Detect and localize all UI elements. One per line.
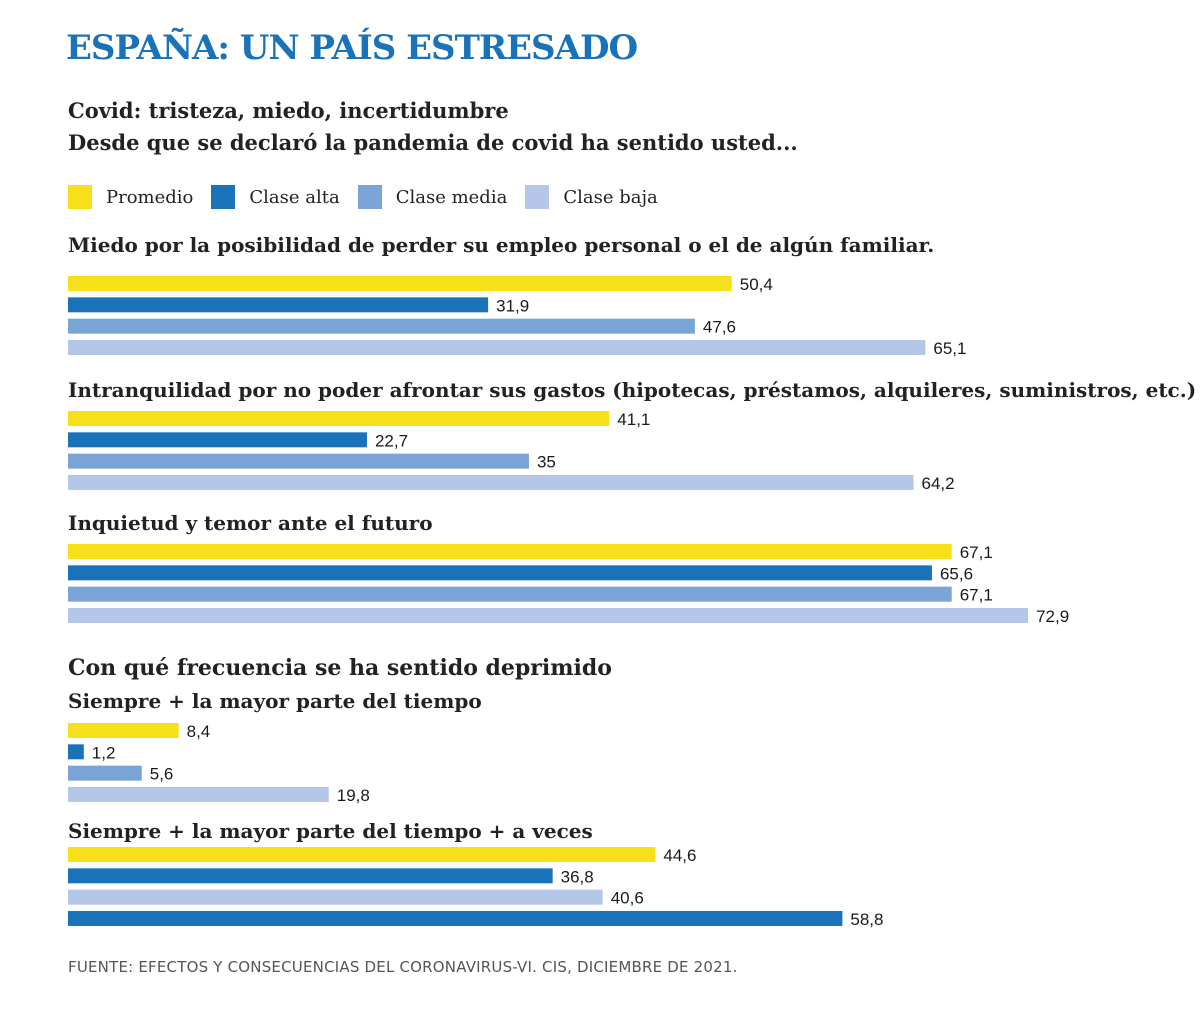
legend-swatch-promedio — [68, 185, 92, 209]
bar-4-clase-alta — [68, 744, 84, 760]
bar-1-clase-baja — [68, 339, 926, 355]
section-heading-deprimido: Con qué frecuencia se ha sentido deprimi… — [68, 655, 612, 681]
value-label-2-clase-alta: 22,7 — [375, 431, 408, 450]
legend-item-clase-media: Clase media — [357, 185, 508, 209]
value-label-4-clase-baja: 19,8 — [337, 786, 370, 805]
bar-2-clase-baja — [68, 474, 914, 490]
bar-4-clase-baja — [68, 786, 329, 802]
bar-4-clase-media — [68, 765, 142, 781]
legend-swatch-clase-alta — [211, 185, 236, 209]
bar-3-clase-media — [68, 586, 952, 602]
legend-swatch-clase-baja — [525, 185, 550, 209]
bar-1-clase-alta — [68, 297, 489, 313]
bar-4-promedio — [68, 723, 179, 738]
value-label-5-clase-media: 40,6 — [611, 889, 644, 908]
value-label-4-promedio: 8,4 — [187, 722, 211, 741]
subtitle-topic: Covid: tristeza, miedo, incertidumbre — [68, 98, 509, 123]
bar-2-clase-media — [68, 453, 529, 469]
legend-item-clase-baja: Clase baja — [525, 185, 658, 209]
value-label-3-clase-alta: 65,6 — [940, 564, 973, 583]
legend-item-promedio: Promedio — [68, 185, 193, 209]
value-label-3-clase-media: 67,1 — [960, 586, 993, 605]
bar-1-clase-media — [68, 318, 695, 334]
legend-label-clase-alta: Clase alta — [249, 186, 340, 208]
bar-3-clase-baja — [68, 607, 1029, 623]
bar-2-promedio — [68, 411, 610, 426]
value-label-2-promedio: 41,1 — [617, 410, 650, 429]
value-label-3-promedio: 67,1 — [960, 543, 993, 562]
legend-label-clase-baja: Clase baja — [563, 186, 658, 208]
chart-title-gastos: Intranquilidad por no poder afrontar sus… — [68, 378, 1197, 402]
value-label-5-clase-baja: 58,8 — [850, 910, 883, 929]
bar-5-clase-baja — [68, 910, 843, 926]
value-label-3-clase-baja: 72,9 — [1036, 607, 1069, 626]
value-label-1-clase-media: 47,6 — [703, 318, 736, 337]
chart-title-futuro: Inquietud y temor ante el futuro — [68, 511, 433, 535]
value-label-1-clase-baja: 65,1 — [933, 339, 966, 358]
value-label-5-promedio: 44,6 — [663, 846, 696, 865]
value-label-4-clase-media: 5,6 — [150, 765, 174, 784]
chart-title-siempre: Siempre + la mayor parte del tiempo — [68, 689, 482, 713]
bar-3-clase-alta — [68, 565, 932, 581]
bar-5-clase-media — [68, 889, 603, 905]
bar-2-clase-alta — [68, 432, 367, 448]
bar-5-clase-alta — [68, 868, 553, 884]
page-title: ESPAÑA: UN PAÍS ESTRESADO — [66, 28, 638, 68]
value-label-2-clase-baja: 64,2 — [922, 474, 955, 493]
value-label-5-clase-alta: 36,8 — [561, 867, 594, 886]
bar-5-promedio — [68, 847, 656, 862]
value-label-4-clase-alta: 1,2 — [92, 743, 116, 762]
value-label-1-clase-alta: 31,9 — [496, 296, 529, 315]
value-label-2-clase-media: 35 — [537, 453, 556, 472]
subtitle-question: Desde que se declaró la pandemia de covi… — [68, 130, 798, 155]
legend-item-clase-alta: Clase alta — [211, 185, 340, 209]
source-note: FUENTE: EFECTOS Y CONSECUENCIAS DEL CORO… — [68, 958, 738, 976]
legend-label-promedio: Promedio — [106, 186, 194, 208]
legend-label-clase-media: Clase media — [395, 186, 508, 208]
legend: Promedio Clase alta Clase media Clase ba… — [68, 184, 676, 210]
legend-swatch-clase-media — [357, 185, 382, 209]
chart-title-siempre-a-veces: Siempre + la mayor parte del tiempo + a … — [68, 819, 593, 843]
chart-title-empleo: Miedo por la posibilidad de perder su em… — [68, 233, 935, 257]
bar-3-promedio — [68, 544, 952, 559]
value-label-1-promedio: 50,4 — [740, 275, 773, 294]
bar-1-promedio — [68, 276, 732, 291]
